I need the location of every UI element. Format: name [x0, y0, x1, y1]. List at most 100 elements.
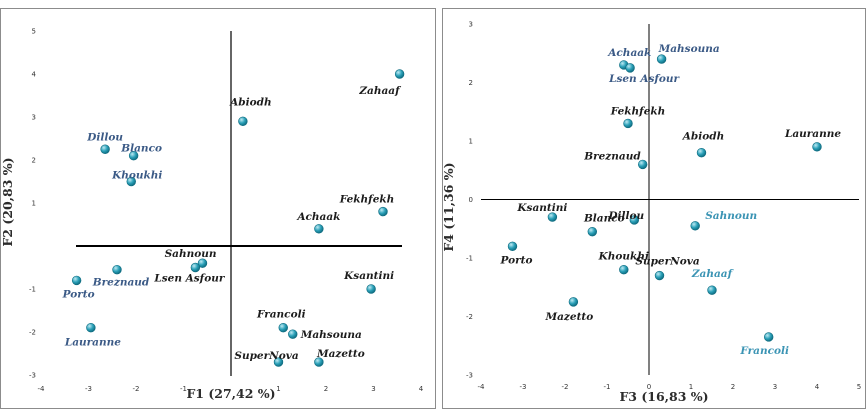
- point-label: Breznaud: [583, 150, 641, 162]
- x-tick-label: -1: [180, 385, 187, 393]
- chart-panel-f1-f2: -4 -3 -2 -1 1 2 3 4 -3 -2 -1 1 2 3 4 5 F1 (27,42 %) F2 (2…: [0, 8, 436, 409]
- point-label: Abiodh: [682, 131, 724, 143]
- point-label: Mazetto: [316, 348, 365, 360]
- point-label: Breznaud: [92, 277, 150, 289]
- point-label: Achaak: [607, 47, 651, 59]
- point-label: Mahsouna: [300, 329, 362, 341]
- data-point: [288, 329, 298, 339]
- data-point: [378, 206, 388, 217]
- y-tick-label: 3: [469, 21, 473, 29]
- data-point: [619, 265, 629, 275]
- y-tick-label: -1: [466, 255, 473, 263]
- data-point: [654, 270, 665, 281]
- x-tick-label: -3: [85, 385, 92, 393]
- data-point: [568, 297, 579, 307]
- data-point: [696, 148, 707, 158]
- point-label: Mahsouna: [658, 43, 720, 55]
- y-tick-label: 3: [32, 114, 36, 122]
- point-label: Fekhfekh: [610, 105, 666, 117]
- y-tick-label: -3: [29, 372, 36, 380]
- data-point: [587, 226, 598, 237]
- point-label: Khoukhi: [111, 170, 162, 182]
- point-label: Zahaaf: [691, 268, 735, 280]
- x-tick-label: 4: [419, 385, 424, 393]
- point-label: Khoukhi: [598, 251, 649, 263]
- y-tick-label: 2: [32, 157, 36, 165]
- x-tick-label: 5: [857, 383, 861, 391]
- data-point: [273, 357, 284, 367]
- scatter-chart-f3-f4: -4 -3 -2 -1 0 1 2 3 4 5 -3 -2 -1 0 1 2 3 F3 (16,83 %) F4 (…: [442, 8, 866, 409]
- point-label: Sahnoun: [165, 248, 217, 260]
- y-axis-title: F2 (20,83 %): [0, 157, 15, 246]
- data-point: [507, 241, 518, 252]
- x-tick-label: 3: [773, 383, 777, 391]
- data-point: [394, 69, 405, 79]
- x-tick-label: 3: [371, 385, 375, 393]
- y-axis-title: F4 (11,36 %): [442, 162, 456, 251]
- y-tick-label: 2: [469, 79, 473, 87]
- chart-panel-f3-f4: -4 -3 -2 -1 0 1 2 3 4 5 -3 -2 -1 0 1 2 3 F3 (16,83 %) F4 (…: [442, 0, 866, 410]
- data-point: [314, 224, 324, 234]
- y-tick-label: 0: [469, 196, 473, 204]
- data-point: [707, 285, 717, 295]
- y-tick-label: -2: [466, 313, 473, 321]
- point-label: Lsen Asfour: [608, 73, 680, 85]
- x-tick-label: -2: [133, 385, 140, 393]
- point-label: Dillou: [607, 210, 644, 222]
- point-label: Ksantini: [516, 202, 567, 214]
- point-label: SuperNova: [234, 350, 298, 362]
- x-tick-label: -1: [604, 383, 611, 391]
- data-point: [100, 144, 110, 154]
- data-point: [314, 357, 324, 367]
- data-point: [690, 221, 700, 231]
- x-tick-label: -4: [478, 383, 486, 391]
- data-point: [366, 284, 376, 294]
- y-tick-label: -2: [29, 329, 36, 337]
- point-label: Mazetto: [545, 311, 594, 323]
- y-tick-label: 1: [469, 138, 473, 146]
- point-label: Blanco: [120, 143, 162, 155]
- point-label: Achaak: [296, 211, 340, 223]
- point-label: Porto: [499, 254, 532, 266]
- x-tick-label: 4: [815, 383, 820, 391]
- data-point: [625, 63, 635, 73]
- data-point: [86, 323, 96, 333]
- y-tick-label: 5: [32, 28, 36, 36]
- y-tick-label: 4: [32, 71, 37, 79]
- data-point: [764, 332, 774, 342]
- point-label: Zahaaf: [358, 85, 402, 97]
- data-point: [547, 212, 558, 222]
- x-tick-label: 2: [324, 385, 328, 393]
- point-label: Abiodh: [229, 96, 271, 108]
- data-point: [278, 323, 288, 333]
- point-label: Francoli: [739, 345, 789, 357]
- y-tick-label: 1: [32, 200, 36, 208]
- data-point: [656, 54, 667, 64]
- chart-frame: [0, 8, 436, 409]
- data-point: [71, 275, 82, 286]
- point-label: Dillou: [86, 131, 123, 143]
- data-point: [812, 142, 822, 152]
- point-label: Lsen Asfour: [153, 273, 225, 285]
- x-tick-label: 2: [731, 383, 735, 391]
- x-tick-label: -4: [38, 385, 46, 393]
- x-tick-label: 1: [689, 383, 693, 391]
- data-point: [128, 151, 139, 161]
- data-point: [238, 116, 248, 127]
- x-tick-label: 0: [647, 383, 651, 391]
- data-point: [190, 262, 201, 273]
- x-tick-label: -3: [520, 383, 527, 391]
- data-point: [112, 264, 122, 275]
- y-tick-label: -3: [466, 372, 473, 380]
- data-point: [126, 176, 136, 187]
- data-point: [629, 215, 640, 225]
- point-label: Lauranne: [784, 128, 841, 140]
- point-label: Francoli: [256, 309, 306, 321]
- point-label: Porto: [62, 288, 95, 300]
- data-point: [623, 118, 633, 129]
- chart-frame: [442, 8, 866, 409]
- point-label: SuperNova: [635, 256, 699, 268]
- point-label: Ksantini: [343, 270, 394, 282]
- point-label: Sahnoun: [705, 210, 757, 222]
